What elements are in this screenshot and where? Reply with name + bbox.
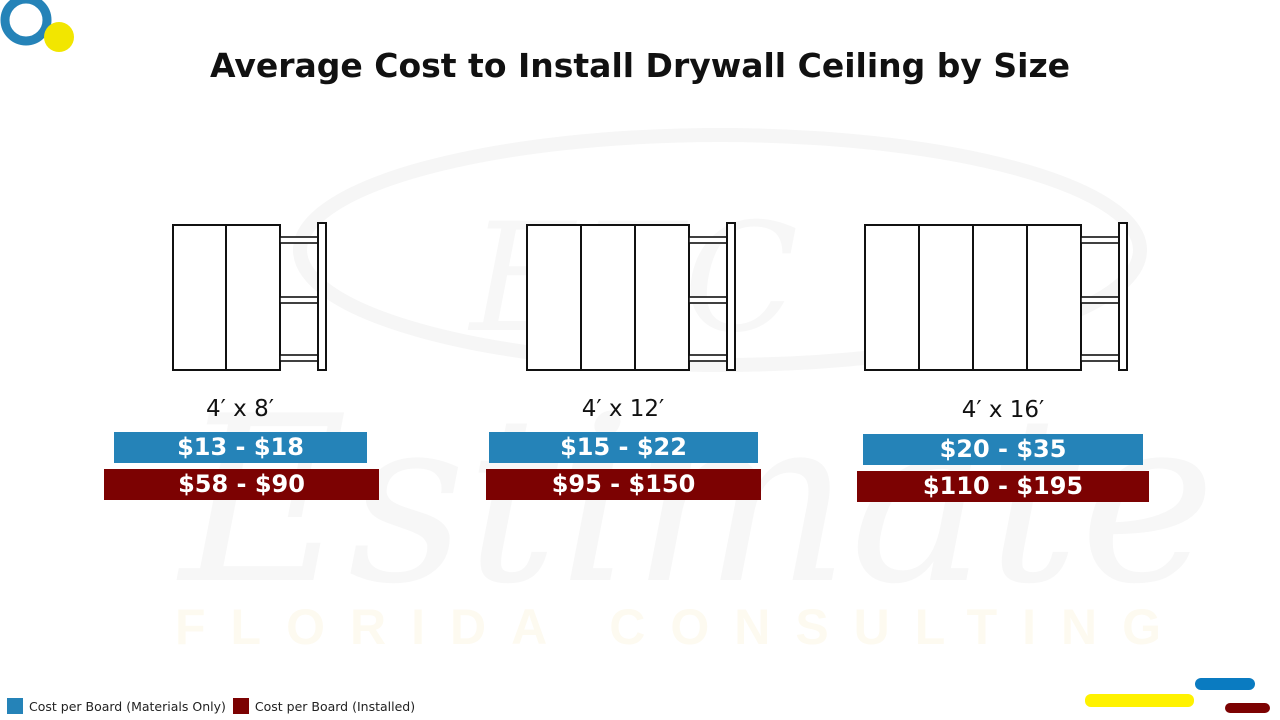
size-label: 4′ x 8′ — [206, 396, 274, 422]
legend-label: Cost per Board (Materials Only) — [29, 698, 226, 714]
decor-blue-pill-icon — [1195, 678, 1255, 690]
installed-swatch-icon — [232, 698, 249, 714]
page-title: Average Cost to Install Drywall Ceiling … — [209, 46, 1071, 85]
materials-cost-bar: $13 - $18 — [114, 432, 367, 463]
installed-cost-bar: $58 - $90 — [104, 469, 379, 500]
materials-cost-bar: $15 - $22 — [489, 432, 758, 463]
decor-yellow-pill-icon — [1085, 694, 1194, 707]
installed-cost-bar: $110 - $195 — [857, 471, 1149, 502]
drywall-board-4x12-icon — [526, 222, 736, 371]
legend-item-materials: Cost per Board (Materials Only) — [7, 698, 226, 714]
drywall-board-4x8-icon — [172, 222, 327, 371]
legend-label: Cost per Board (Installed) — [254, 698, 416, 714]
drywall-board-4x16-icon — [864, 222, 1128, 371]
size-label: 4′ x 12′ — [581, 396, 665, 422]
legend-item-installed: Cost per Board (Installed) — [232, 698, 416, 714]
size-label: 4′ x 16′ — [961, 397, 1045, 423]
installed-cost-bar: $95 - $150 — [486, 469, 761, 500]
materials-swatch-icon — [7, 698, 23, 714]
brand-logo-icon — [0, 0, 74, 52]
legend: Cost per Board (Materials Only) Cost per… — [7, 698, 422, 714]
materials-cost-bar: $20 - $35 — [863, 434, 1143, 465]
decor-red-pill-icon — [1225, 703, 1270, 713]
watermark-brand: FLORIDA CONSULTING — [175, 599, 1187, 655]
